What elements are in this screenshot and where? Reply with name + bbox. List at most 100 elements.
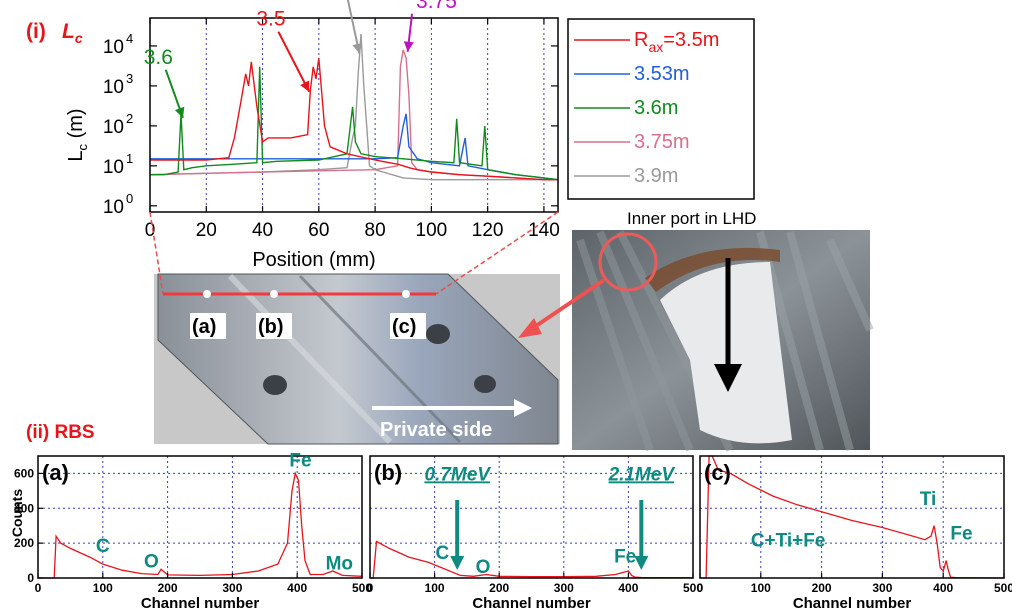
legend-label: 3.9m xyxy=(634,165,678,187)
lc-x-tick-label: 100 xyxy=(416,220,448,241)
lc-annotation-label: 3.6 xyxy=(144,46,173,69)
rbs-energy-arrowhead xyxy=(450,556,465,570)
rbs-element-label: Ti xyxy=(920,489,937,510)
rbs-element-label: C+Ti+Fe xyxy=(751,531,826,552)
lc-annotation-arrow xyxy=(277,31,311,93)
lc-x-tick-label: 40 xyxy=(252,220,273,241)
rbs-x-tick-label: 300 xyxy=(872,581,892,595)
panel-i-symbol: Lc xyxy=(62,20,83,46)
rbs-energy-label: 2.1MeV xyxy=(608,464,676,485)
rbs-element-label: C xyxy=(435,543,449,564)
rbs-plot-frame xyxy=(699,455,1005,579)
rbs-energy-label: 0.7MeV xyxy=(424,464,491,485)
rbs-x-axis-label: Channel number xyxy=(141,595,260,612)
position-marker-a xyxy=(203,290,211,298)
sample-tile-photo xyxy=(154,273,560,445)
position-marker-b xyxy=(270,290,278,298)
zoom-line-left xyxy=(149,211,164,295)
lc-series-line xyxy=(149,33,558,181)
lc-y-tick-exponent: 2 xyxy=(126,111,133,126)
bolt-hole xyxy=(263,375,287,395)
legend-label: 3.6m xyxy=(634,97,678,119)
lc-y-tick-label: 10 xyxy=(103,117,124,138)
rbs-panel-label: (a) xyxy=(42,460,69,485)
rbs-x-tick-label: 0 xyxy=(35,581,42,595)
rbs-plot-frame xyxy=(37,455,363,579)
rbs-element-label: O xyxy=(144,552,159,573)
legend-box xyxy=(567,18,755,200)
rbs-plot-c: 0 100 200 300 400 500 Channel number (c) C+Ti+Fe… xyxy=(697,455,1012,612)
lc-annotation-label: 3.75 xyxy=(416,0,457,13)
rbs-x-tick-label: 400 xyxy=(933,581,953,595)
rbs-x-tick-label: 300 xyxy=(222,581,242,595)
lc-series-line xyxy=(149,49,558,181)
lc-series-line xyxy=(150,66,559,181)
lc-x-tick-label: 20 xyxy=(196,220,217,241)
lc-annotation-arrowhead xyxy=(403,41,414,52)
private-side-label: Private side xyxy=(380,419,492,441)
lc-series-group xyxy=(149,33,559,181)
rbs-element-label: Fe xyxy=(950,524,972,545)
lc-annotations: 3.63.53.93.75 xyxy=(144,0,457,119)
lc-x-tick-label: 0 xyxy=(145,220,156,241)
lc-y-tick-exponent: 4 xyxy=(126,31,133,46)
rbs-x-tick-label: 200 xyxy=(812,581,832,595)
rbs-plot-b: 0 100 200 300 400 500 Channel number (b) C O Fe 0.7… xyxy=(367,455,703,612)
rbs-element-label: Mo xyxy=(326,553,353,574)
rbs-y-axis-label: Counts xyxy=(9,489,25,537)
lc-y-tick-exponent: 1 xyxy=(126,151,133,166)
rbs-x-tick-label: 200 xyxy=(489,581,509,595)
rbs-x-tick-label: 100 xyxy=(751,581,771,595)
lc-series-line xyxy=(150,57,558,181)
rbs-spectrum-line xyxy=(370,540,694,579)
rbs-energy-arrowhead xyxy=(634,556,649,570)
port-to-tile-arrow xyxy=(528,278,606,332)
rbs-x-tick-label: 100 xyxy=(425,581,445,595)
rbs-x-tick-label: 200 xyxy=(158,581,178,595)
lc-y-tick-label: 10 xyxy=(103,197,124,218)
rbs-x-tick-label: 500 xyxy=(994,581,1012,595)
legend-label: 3.53m xyxy=(634,63,690,85)
rbs-x-tick-label: 400 xyxy=(618,581,638,595)
lc-plot-frame xyxy=(149,17,559,213)
rbs-y-tick-label: 200 xyxy=(14,536,34,550)
position-marker-c xyxy=(402,290,410,298)
zoom-line-right xyxy=(435,211,559,295)
lc-annotation-arrowhead xyxy=(174,106,185,118)
lc-dashed-grid xyxy=(205,18,545,212)
lc-x-tick-label: 120 xyxy=(472,220,504,241)
lc-y-tick-label: 10 xyxy=(103,37,124,58)
rbs-x-tick-label: 400 xyxy=(287,581,307,595)
bolt-hole xyxy=(474,375,496,393)
rbs-y-tick-label: 0 xyxy=(27,571,34,585)
legend-label: 3.75m xyxy=(634,131,690,153)
lc-x-tick-label: 80 xyxy=(365,220,386,241)
rbs-plot-frame xyxy=(369,455,694,579)
rbs-x-tick-label: 300 xyxy=(554,581,574,595)
rbs-x-tick-label: 0 xyxy=(697,581,704,595)
position-label-b: (b) xyxy=(258,316,284,338)
position-label-a: (a) xyxy=(192,316,216,338)
rbs-element-label: Fe xyxy=(289,450,311,471)
lc-y-tick-exponent: 0 xyxy=(126,191,133,206)
rbs-x-tick-label: 0 xyxy=(367,581,374,595)
rbs-spectrum-line xyxy=(700,455,1005,579)
rbs-element-label: O xyxy=(476,557,491,578)
legend: Rax=3.5m 3.53m 3.6m 3.75m 3.9m xyxy=(574,29,719,187)
lc-annotation-arrowhead xyxy=(300,80,310,92)
lc-annotation-arrowhead xyxy=(352,42,363,54)
rbs-element-label: Fe xyxy=(614,546,636,567)
panel-i-tag: (i) xyxy=(26,20,46,43)
rbs-y-tick-label: 600 xyxy=(14,466,34,480)
inner-port-photo xyxy=(572,230,874,452)
lc-y-axis-label: Lc (m) xyxy=(65,108,90,161)
rbs-spectrum-line xyxy=(38,471,363,579)
inner-port-label: Inner port in LHD xyxy=(627,209,756,228)
rbs-y-tick-label: 400 xyxy=(14,501,34,515)
position-label-c: (c) xyxy=(392,316,416,338)
lc-x-tick-label: 140 xyxy=(528,220,560,241)
lc-annotation-label: 3.5 xyxy=(256,8,285,31)
rbs-x-tick-label: 100 xyxy=(93,581,113,595)
